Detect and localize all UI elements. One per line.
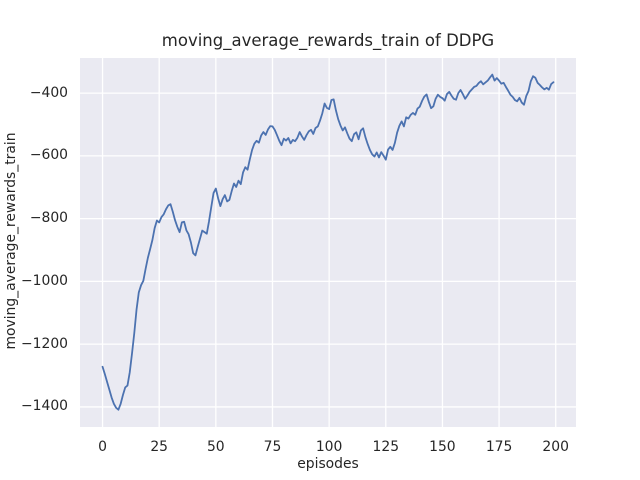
y-tick-label: −1200 — [21, 335, 68, 352]
data-line-moving_average_rewards_train — [101, 73, 555, 411]
y-tick-label: −1000 — [21, 272, 68, 289]
x-tick-label: 175 — [485, 439, 513, 455]
y-tick-label: −600 — [29, 147, 68, 164]
x-axis-label: episodes — [297, 456, 359, 472]
x-tick-label: 0 — [98, 439, 107, 455]
x-tick-label: 75 — [263, 439, 282, 455]
x-tick-label: 100 — [315, 439, 343, 455]
x-tick-label: 200 — [542, 439, 569, 455]
x-tick-label: 25 — [150, 439, 169, 455]
y-axis-label: moving_average_rewards_train — [3, 132, 19, 350]
y-tick-label: −800 — [29, 210, 68, 227]
plot-area — [80, 58, 576, 427]
x-tick-label: 150 — [429, 439, 456, 455]
y-tick-label: −1400 — [21, 398, 68, 415]
chart-title: moving_average_rewards_train of DDPG — [161, 31, 495, 50]
line-chart-canvas — [80, 58, 576, 427]
x-tick-label: 125 — [372, 439, 400, 455]
x-tick-label: 50 — [206, 439, 225, 455]
y-tick-label: −400 — [29, 84, 68, 101]
